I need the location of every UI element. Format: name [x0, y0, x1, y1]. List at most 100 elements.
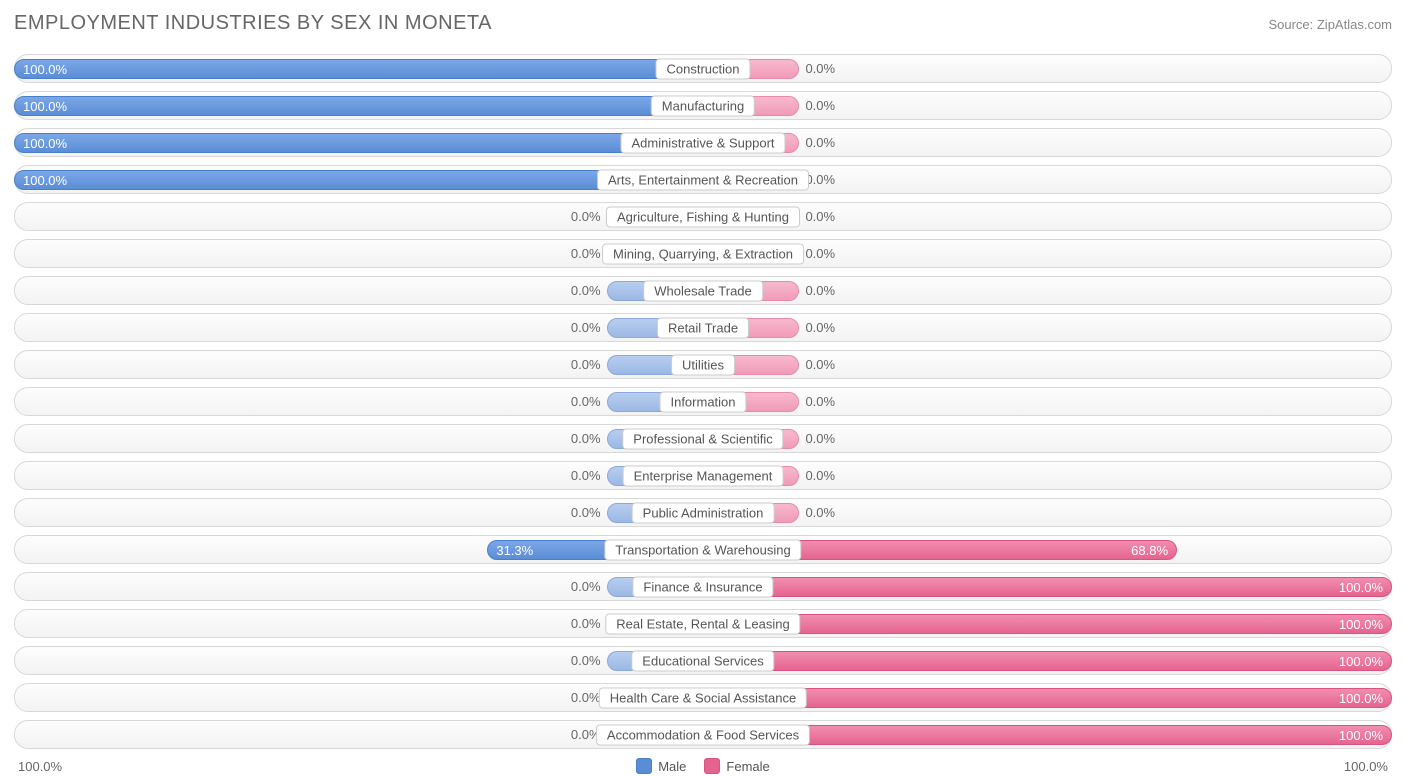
- half-male: 0.0%: [14, 350, 703, 379]
- category-label: Finance & Insurance: [632, 576, 773, 597]
- value-male: 0.0%: [565, 283, 607, 298]
- half-male: 0.0%: [14, 424, 703, 453]
- value-male: 0.0%: [565, 505, 607, 520]
- chart-row: 0.0% 0.0% Professional & Scientific: [14, 421, 1392, 456]
- legend-female: Female: [704, 758, 769, 774]
- category-label: Health Care & Social Assistance: [599, 687, 807, 708]
- category-label: Manufacturing: [651, 95, 755, 116]
- value-male: 0.0%: [565, 246, 607, 261]
- chart-row: 0.0% 0.0% Wholesale Trade: [14, 273, 1392, 308]
- category-label: Transportation & Warehousing: [604, 539, 801, 560]
- half-male: 100.0%: [14, 128, 703, 157]
- chart-row: 0.0%0.0%Public Administration: [14, 495, 1392, 530]
- value-male: 0.0%: [565, 209, 607, 224]
- half-male: 0.0%: [14, 609, 703, 638]
- half-female: 68.8%: [703, 535, 1392, 564]
- value-female: 0.0%: [799, 431, 841, 446]
- value-male: 31.3%: [488, 543, 541, 558]
- value-male: 0.0%: [565, 653, 607, 668]
- legend: Male Female: [636, 758, 770, 774]
- value-female: 0.0%: [799, 135, 841, 150]
- half-female: 0.0%: [703, 350, 1392, 379]
- chart-title: EMPLOYMENT INDUSTRIES BY SEX IN MONETA: [14, 12, 492, 35]
- value-male: 100.0%: [15, 62, 75, 77]
- half-male: 100.0%: [14, 91, 703, 120]
- bar-male: 100.0%: [14, 59, 703, 79]
- chart-row: 0.0%100.0%Health Care & Social Assistanc…: [14, 680, 1392, 715]
- value-female: 100.0%: [1331, 580, 1391, 595]
- value-male: 0.0%: [565, 320, 607, 335]
- half-female: 0.0%: [703, 424, 1392, 453]
- value-male: 0.0%: [565, 616, 607, 631]
- category-label: Agriculture, Fishing & Hunting: [606, 206, 800, 227]
- bar-female: 100.0%: [703, 577, 1392, 597]
- value-female: 0.0%: [799, 246, 841, 261]
- chart-area: 100.0%0.0%Construction100.0%0.0%Manufact…: [14, 51, 1392, 752]
- value-female: 0.0%: [799, 209, 841, 224]
- half-male: 0.0%: [14, 646, 703, 675]
- value-female: 68.8%: [1123, 543, 1176, 558]
- axis-label-right: 100.0%: [1344, 759, 1388, 774]
- chart-row: 0.0%0.0%Mining, Quarrying, & Extraction: [14, 236, 1392, 271]
- value-female: 0.0%: [799, 505, 841, 520]
- chart-row: 0.0% 100.0% Educational Services: [14, 643, 1392, 678]
- value-female: 100.0%: [1331, 691, 1391, 706]
- chart-source: Source: ZipAtlas.com: [1268, 17, 1392, 32]
- value-male: 100.0%: [15, 173, 75, 188]
- category-label: Wholesale Trade: [643, 280, 763, 301]
- chart-row: 100.0%0.0%Manufacturing: [14, 88, 1392, 123]
- value-male: 0.0%: [565, 357, 607, 372]
- half-female: 100.0%: [703, 609, 1392, 638]
- category-label: Construction: [656, 58, 751, 79]
- value-female: 0.0%: [799, 320, 841, 335]
- value-male: 100.0%: [15, 99, 75, 114]
- category-label: Accommodation & Food Services: [596, 724, 810, 745]
- value-male: 100.0%: [15, 136, 75, 151]
- chart-row: 100.0%0.0%Arts, Entertainment & Recreati…: [14, 162, 1392, 197]
- half-female: 0.0%: [703, 276, 1392, 305]
- chart-container: EMPLOYMENT INDUSTRIES BY SEX IN MONETA S…: [0, 0, 1406, 776]
- axis-label-left: 100.0%: [18, 759, 62, 774]
- value-female: 0.0%: [799, 283, 841, 298]
- chart-row: 100.0%0.0%Administrative & Support: [14, 125, 1392, 160]
- chart-header: EMPLOYMENT INDUSTRIES BY SEX IN MONETA S…: [14, 12, 1392, 35]
- bar-female: 100.0%: [703, 614, 1392, 634]
- chart-row: 0.0%0.0%Information: [14, 384, 1392, 419]
- category-label: Arts, Entertainment & Recreation: [597, 169, 809, 190]
- value-female: 0.0%: [799, 394, 841, 409]
- value-female: 0.0%: [799, 61, 841, 76]
- chart-row: 0.0%100.0%Real Estate, Rental & Leasing: [14, 606, 1392, 641]
- category-label: Utilities: [671, 354, 735, 375]
- category-label: Enterprise Management: [623, 465, 784, 486]
- chart-row: 0.0% 100.0% Finance & Insurance: [14, 569, 1392, 604]
- value-male: 0.0%: [565, 468, 607, 483]
- half-male: 31.3%: [14, 535, 703, 564]
- half-female: 0.0%: [703, 461, 1392, 490]
- bar-female: 100.0%: [703, 651, 1392, 671]
- category-label: Educational Services: [631, 650, 774, 671]
- half-male: 0.0%: [14, 313, 703, 342]
- half-female: 100.0%: [703, 646, 1392, 675]
- value-male: 0.0%: [565, 431, 607, 446]
- value-female: 100.0%: [1331, 654, 1391, 669]
- half-female: 0.0%: [703, 202, 1392, 231]
- half-female: 0.0%: [703, 313, 1392, 342]
- value-female: 100.0%: [1331, 728, 1391, 743]
- chart-row: 0.0% 0.0% Enterprise Management: [14, 458, 1392, 493]
- half-male: 100.0%: [14, 54, 703, 83]
- chart-row: 0.0%0.0%Retail Trade: [14, 310, 1392, 345]
- legend-male-label: Male: [658, 759, 686, 774]
- category-label: Information: [659, 391, 746, 412]
- category-label: Professional & Scientific: [622, 428, 783, 449]
- legend-male: Male: [636, 758, 686, 774]
- value-female: 100.0%: [1331, 617, 1391, 632]
- chart-row: 31.3% 68.8% Transportation & Warehousing: [14, 532, 1392, 567]
- bar-male: 100.0%: [14, 96, 703, 116]
- value-female: 0.0%: [799, 468, 841, 483]
- half-male: 0.0%: [14, 202, 703, 231]
- chart-row: 0.0%0.0%Utilities: [14, 347, 1392, 382]
- half-female: 100.0%: [703, 572, 1392, 601]
- value-male: 0.0%: [565, 579, 607, 594]
- half-female: 0.0%: [703, 387, 1392, 416]
- half-male: 0.0%: [14, 461, 703, 490]
